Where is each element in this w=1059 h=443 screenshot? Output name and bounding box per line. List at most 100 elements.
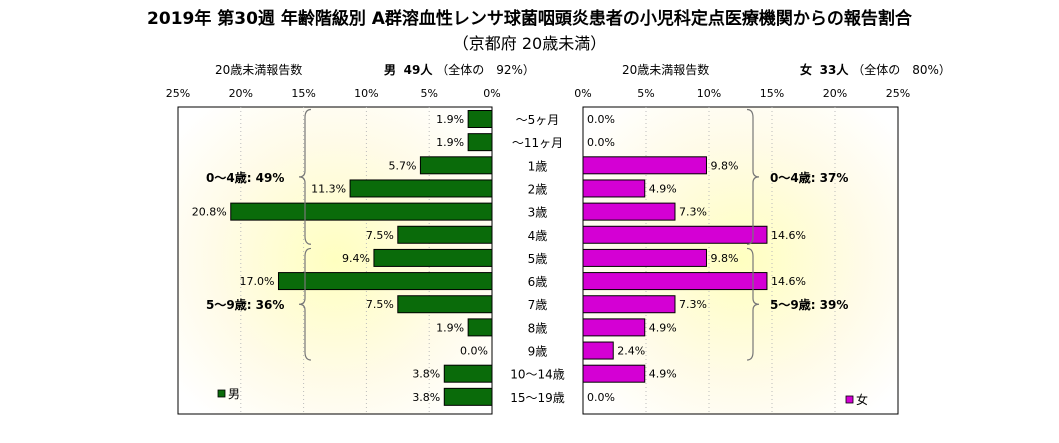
female-tick-label: 25% [886,87,910,100]
female-data-label: 0.0% [587,113,615,126]
legend-male-label: 男 [228,387,240,401]
male-group-label: 5〜9歳: 36% [206,297,284,312]
male-data-label: 9.4% [342,252,370,265]
legend-male-swatch [217,389,226,398]
female-group-brace [746,247,760,361]
male-bar [419,156,493,175]
male-data-label: 7.5% [366,298,394,311]
male-tick-label: 5% [420,87,437,100]
female-header-stats: 女 33人 （全体の 80%） [800,61,951,78]
category-label: 7歳 [528,298,548,312]
male-header-sex: 男 [384,63,397,77]
male-tick-label: 25% [166,87,190,100]
female-header-sex: 女 [800,63,813,77]
male-header-label: 20歳未満報告数 [215,63,303,77]
category-label: 〜11ヶ月 [512,136,563,150]
male-data-label: 1.9% [436,136,464,149]
female-data-label: 4.9% [649,321,677,334]
female-header: 20歳未満報告数 [622,61,709,78]
chart-title: 2019年 第30週 年齢階級別 A群溶血性レンサ球菌咽頭炎患者の小児科定点医療… [147,9,912,29]
male-tick-label: 20% [229,87,253,100]
male-bar [397,295,493,314]
female-bar [582,202,676,221]
category-label: 1歳 [528,159,548,173]
female-bar [582,179,646,198]
female-data-label: 4.9% [649,182,677,195]
category-label: 4歳 [528,229,548,243]
female-data-label: 9.8% [710,252,738,265]
female-data-label: 14.6% [771,229,806,242]
female-data-label: 9.8% [710,159,738,172]
female-group-brace [746,108,760,245]
chart-subtitle: （京都府 20歳未満） [452,34,607,53]
category-label: 6歳 [528,275,548,289]
female-data-label: 0.0% [587,391,615,404]
female-bar [582,156,707,175]
female-data-label: 4.9% [649,368,677,381]
male-tick-label: 0% [483,87,500,100]
male-group-label: 0〜4歳: 49% [206,170,284,185]
male-tick-label: 15% [291,87,315,100]
female-header-label: 20歳未満報告数 [622,63,710,77]
female-bar [582,295,676,314]
male-data-label: 17.0% [240,275,275,288]
female-tick-label: 5% [637,87,654,100]
male-header-stats: 男 49人 （全体の 92%） [384,61,535,78]
female-bar [582,272,768,291]
male-tick-label: 10% [354,87,378,100]
female-bar [582,248,707,267]
male-bar [373,248,493,267]
category-label: 2歳 [528,182,548,196]
female-tick-label: 10% [697,87,721,100]
male-data-label: 1.9% [436,113,464,126]
male-data-label: 11.3% [311,182,346,195]
female-data-label: 2.4% [617,345,645,358]
male-group-brace [298,108,312,245]
category-label: 5歳 [528,252,548,266]
female-tick-label: 20% [823,87,847,100]
male-bar [443,387,493,406]
male-bar [467,133,493,152]
male-header-count: 49人 [403,63,433,77]
female-tick-label: 15% [760,87,784,100]
male-data-label: 20.8% [192,206,227,219]
male-data-label: 5.7% [388,159,416,172]
legend-female-label: 女 [856,392,868,407]
male-data-label: 0.0% [460,345,488,358]
female-data-label: 7.3% [679,206,707,219]
female-header-count: 33人 [819,63,849,77]
category-label: 15〜19歳 [510,391,565,405]
male-data-label: 3.8% [412,368,440,381]
male-bar [277,272,493,291]
female-data-label: 7.3% [679,298,707,311]
male-data-label: 1.9% [436,321,464,334]
male-header-share: （全体の 92%） [436,63,535,77]
female-bar [582,225,768,244]
male-bar [467,318,493,337]
female-data-label: 14.6% [771,275,806,288]
male-header: 20歳未満報告数 [215,61,302,78]
female-group-label: 5〜9歳: 39% [770,297,848,312]
male-bar [349,179,493,198]
male-data-label: 3.8% [412,391,440,404]
male-bar [230,202,493,221]
category-label: 〜5ヶ月 [516,113,560,127]
male-group-brace [298,247,312,361]
female-data-label: 0.0% [587,136,615,149]
male-bar [467,110,493,128]
category-label: 9歳 [528,345,548,359]
female-tick-label: 0% [574,87,591,100]
female-bar [582,341,614,360]
female-bar [582,364,646,383]
male-bar [443,364,493,383]
female-group-label: 0〜4歳: 37% [770,170,848,185]
category-label: 10〜14歳 [510,368,565,382]
category-label: 3歳 [528,206,548,220]
female-bar [582,318,646,337]
legend-female-swatch [845,395,854,404]
category-label: 8歳 [528,321,548,335]
female-header-share: （全体の 80%） [852,63,951,77]
male-bar [397,225,493,244]
male-data-label: 7.5% [366,229,394,242]
